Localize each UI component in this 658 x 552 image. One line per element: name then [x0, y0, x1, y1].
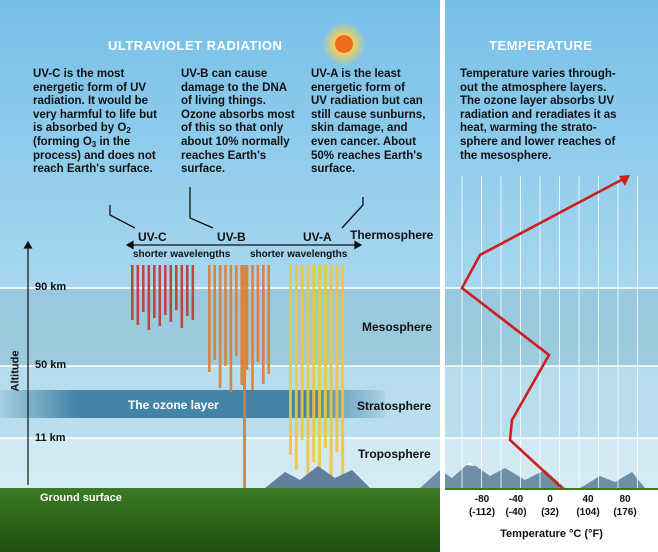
tick-c-minus40: -40 — [508, 494, 524, 505]
uv-b-ray — [235, 265, 238, 356]
temperature-arrowhead — [619, 175, 630, 186]
tick-f-176: (176) — [613, 507, 637, 518]
uva-description: UV-A is the least energetic form of UV r… — [311, 68, 426, 176]
uv-c-ray — [142, 265, 145, 312]
uv-title: ULTRAVIOLET RADIATION — [108, 38, 283, 53]
uv-b-ray — [245, 265, 249, 370]
uv-c-ray — [191, 265, 195, 320]
uvb-description: UV-B can cause damage to the DNA of livi… — [181, 68, 295, 176]
temperature-description: Temperature varies through- out the atmo… — [460, 68, 617, 162]
uv-c-ray — [164, 265, 167, 315]
uv-b-ray — [251, 265, 254, 390]
uv-a-ray — [329, 265, 333, 488]
tick-c-0: 0 — [547, 494, 553, 505]
uv-c-ray — [153, 265, 156, 318]
uv-c-ray — [147, 265, 151, 330]
uv-a-ray — [289, 265, 292, 455]
uv-b-ray — [262, 265, 265, 384]
ground-surface-label: Ground surface — [40, 492, 122, 504]
ozone-layer-label: The ozone layer — [128, 398, 219, 412]
layer-troposphere: Troposphere — [358, 447, 431, 461]
altitude-11km: 11 km — [35, 432, 66, 444]
temperature-axis-area — [445, 490, 658, 552]
altitude-axis-label: Altitude — [9, 350, 22, 392]
mountains-icon — [265, 462, 645, 488]
uv-a-ray — [341, 265, 345, 486]
uv-b-ray — [256, 265, 260, 362]
panel-divider — [440, 0, 445, 552]
uv-c-ray — [131, 265, 134, 320]
uv-c-ray — [180, 265, 184, 328]
wavelength-label-left: shorter wavelengths — [133, 249, 231, 260]
uv-a-ray — [323, 265, 327, 448]
temperature-gridlines — [461, 176, 638, 488]
uv-b-ray — [240, 265, 243, 385]
uv-b-ray — [267, 265, 270, 374]
uv-a-ray — [306, 265, 310, 485]
tick-c-80: 80 — [619, 494, 631, 505]
tick-c-40: 40 — [582, 494, 594, 505]
uv-c-ray — [169, 265, 173, 322]
uv-a-ray — [294, 265, 298, 470]
uvc-description: UV-C is the most energetic form of UV ra… — [33, 68, 157, 176]
tick-f-104: (104) — [576, 507, 600, 518]
uv-rays — [131, 265, 345, 488]
sun-icon — [335, 35, 353, 53]
uv-a-ray — [318, 265, 321, 478]
uv-c-ray — [136, 265, 140, 325]
temperature-title: TEMPERATURE — [489, 38, 593, 53]
tick-f-minus40: (-40) — [505, 507, 527, 518]
uv-c-ray — [186, 265, 189, 316]
altitude-axis — [23, 240, 33, 485]
temperature-curve — [460, 176, 626, 489]
uv-b-ray — [218, 265, 222, 388]
layer-thermosphere: Thermosphere — [350, 228, 434, 242]
tick-c-minus80: -80 — [474, 494, 490, 505]
label-uvc: UV-C — [138, 230, 167, 244]
label-uva: UV-A — [303, 230, 332, 244]
uv-b-ray — [243, 265, 246, 488]
uv-a-ray — [312, 265, 316, 462]
tick-f-32: (32) — [541, 507, 559, 518]
uv-b-ray — [208, 265, 211, 372]
label-uvb: UV-B — [217, 230, 246, 244]
wavelength-arrows — [125, 240, 363, 250]
uv-c-ray — [158, 265, 162, 326]
temperature-axis-label: Temperature °C (°F) — [500, 528, 603, 540]
altitude-90km: 90 km — [35, 281, 67, 293]
uv-a-ray — [335, 265, 339, 452]
uv-c-ray — [175, 265, 178, 310]
uv-b-ray — [224, 265, 227, 366]
layer-stratosphere: Stratosphere — [357, 399, 432, 413]
uv-b-ray — [229, 265, 233, 392]
uv-b-ray — [213, 265, 216, 360]
layer-mesosphere: Mesosphere — [362, 320, 433, 334]
wavelength-label-right: shorter wavelengths — [250, 249, 348, 260]
altitude-50km: 50 km — [35, 359, 67, 371]
uv-a-ray — [300, 265, 304, 440]
callout-lines — [109, 187, 364, 229]
tick-f-minus112: (-112) — [468, 507, 496, 518]
